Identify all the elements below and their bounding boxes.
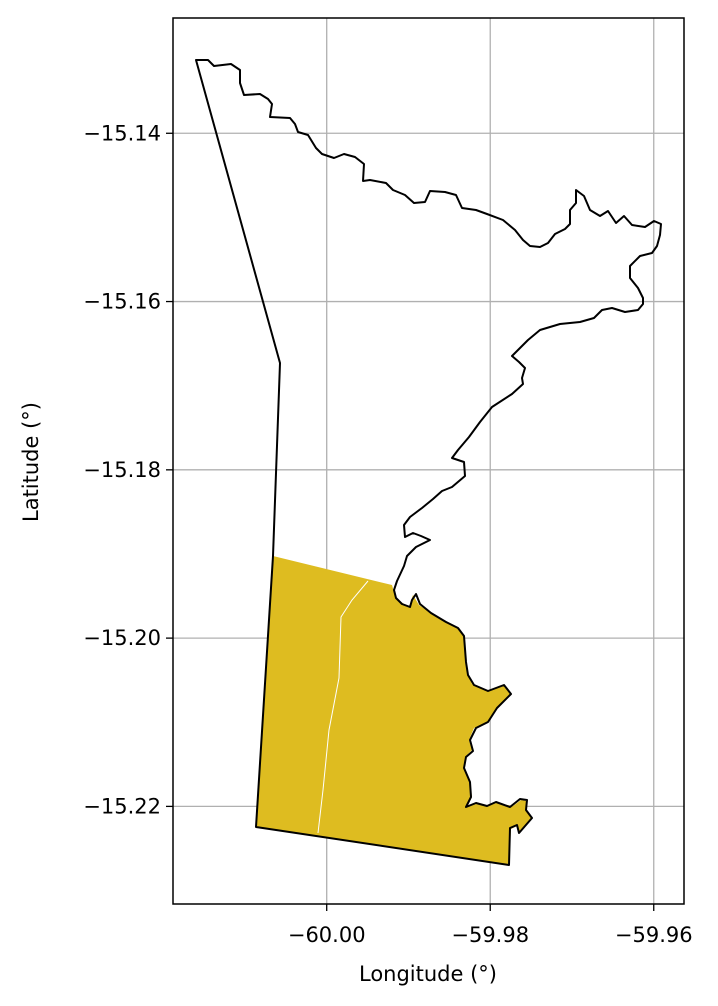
y-tick-label: −15.22: [83, 794, 161, 818]
x-axis: −60.00 −59.98 −59.96: [288, 904, 693, 947]
y-axis-label: Latitude (°): [19, 402, 43, 522]
axes-frame: [172, 17, 685, 905]
y-tick-label: −15.14: [83, 121, 161, 145]
x-axis-label: Longitude (°): [359, 962, 497, 986]
x-tick-label: −60.00: [288, 923, 366, 947]
map-layers: [195, 59, 662, 866]
inner-boundary-line: [317, 580, 369, 834]
plot-frame: [172, 17, 685, 905]
x-tick-label: −59.96: [615, 923, 693, 947]
y-tick-label: −15.16: [83, 290, 161, 314]
y-axis: −15.14 −15.16 −15.18 −15.20 −15.22: [83, 121, 173, 818]
area-outline: [195, 59, 662, 866]
y-tick-label: −15.20: [83, 626, 161, 650]
highlighted-region: [256, 556, 532, 865]
x-tick-label: −59.98: [451, 923, 529, 947]
y-tick-label: −15.18: [83, 458, 161, 482]
